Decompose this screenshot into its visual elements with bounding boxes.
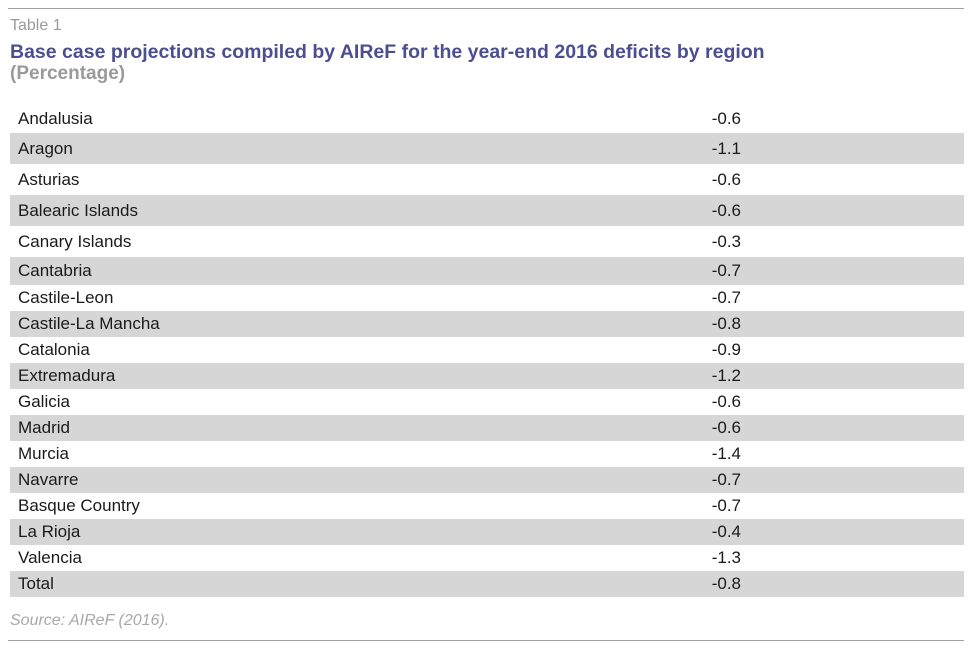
deficit-value: -0.6 [711, 200, 741, 220]
deficit-value: -0.8 [711, 574, 741, 593]
top-rule [8, 8, 964, 9]
region-name: Balearic Islands [18, 200, 139, 220]
table-row: Madrid -0.6 [10, 415, 964, 441]
table-row: Basque Country -0.7 [10, 493, 964, 519]
deficit-table: Andalusia -0.6 Aragon -1.1 Asturias -0.6 Balea… [10, 105, 964, 597]
table-number-label: Table 1 [10, 17, 62, 34]
deficit-value: -0.6 [711, 392, 741, 411]
region-name: Castile-La Mancha [18, 314, 160, 333]
region-name: Cantabria [18, 261, 92, 280]
table-row: Extremadura -1.2 [10, 363, 964, 389]
table-row: Castile-La Mancha -0.8 [10, 311, 964, 337]
table-title: Base case projections compiled by AIReF … [10, 41, 765, 63]
region-name: Madrid [18, 418, 70, 437]
bottom-rule [8, 640, 964, 641]
region-name: Catalonia [18, 340, 90, 359]
deficit-value: -0.6 [711, 109, 741, 128]
deficit-value: -0.7 [711, 288, 741, 307]
region-name: Castile-Leon [18, 288, 114, 307]
deficit-value: -1.1 [711, 138, 741, 158]
region-name: Aragon [18, 138, 73, 158]
region-name: Basque Country [18, 496, 140, 515]
region-name: La Rioja [18, 522, 81, 541]
region-name: Valencia [18, 548, 82, 567]
deficit-value: -0.6 [711, 418, 741, 437]
table-row: Navarre -0.7 [10, 467, 964, 493]
table-row: Asturias -0.6 [10, 164, 964, 195]
table-row: Aragon -1.1 [10, 133, 964, 164]
table-row: Murcia -1.4 [10, 441, 964, 467]
deficit-value: -0.4 [711, 522, 741, 541]
deficit-value: -1.4 [711, 444, 741, 463]
table-row: Total -0.8 [10, 571, 964, 597]
deficit-value: -0.9 [711, 340, 741, 359]
table-row: Valencia -1.3 [10, 545, 964, 571]
table-row: Canary Islands -0.3 [10, 226, 964, 257]
region-name: Andalusia [18, 109, 93, 128]
deficit-value: -1.3 [711, 548, 741, 567]
table-row: Balearic Islands -0.6 [10, 195, 964, 226]
deficit-value: -0.7 [711, 496, 741, 515]
region-name: Extremadura [18, 366, 116, 385]
source-note: Source: AIReF (2016). [10, 612, 170, 629]
deficit-value: -0.6 [711, 169, 741, 189]
deficit-value: -1.2 [711, 366, 741, 385]
table-row: Galicia -0.6 [10, 389, 964, 415]
deficit-value: -0.3 [711, 231, 741, 251]
region-name: Total [18, 574, 54, 593]
region-name: Asturias [18, 169, 80, 189]
table-row: Andalusia -0.6 [10, 105, 964, 133]
table-row: Castile-Leon -0.7 [10, 285, 964, 311]
table-row: La Rioja -0.4 [10, 519, 964, 545]
deficit-value: -0.8 [711, 314, 741, 333]
table-row: Catalonia -0.9 [10, 337, 964, 363]
region-name: Navarre [18, 470, 79, 489]
table-subtitle: (Percentage) [10, 63, 126, 84]
region-name: Galicia [18, 392, 70, 411]
table-row: Cantabria -0.7 [10, 257, 964, 285]
region-name: Canary Islands [18, 231, 132, 251]
region-name: Murcia [18, 444, 70, 463]
deficit-value: -0.7 [711, 470, 741, 489]
deficit-value: -0.7 [711, 261, 741, 280]
